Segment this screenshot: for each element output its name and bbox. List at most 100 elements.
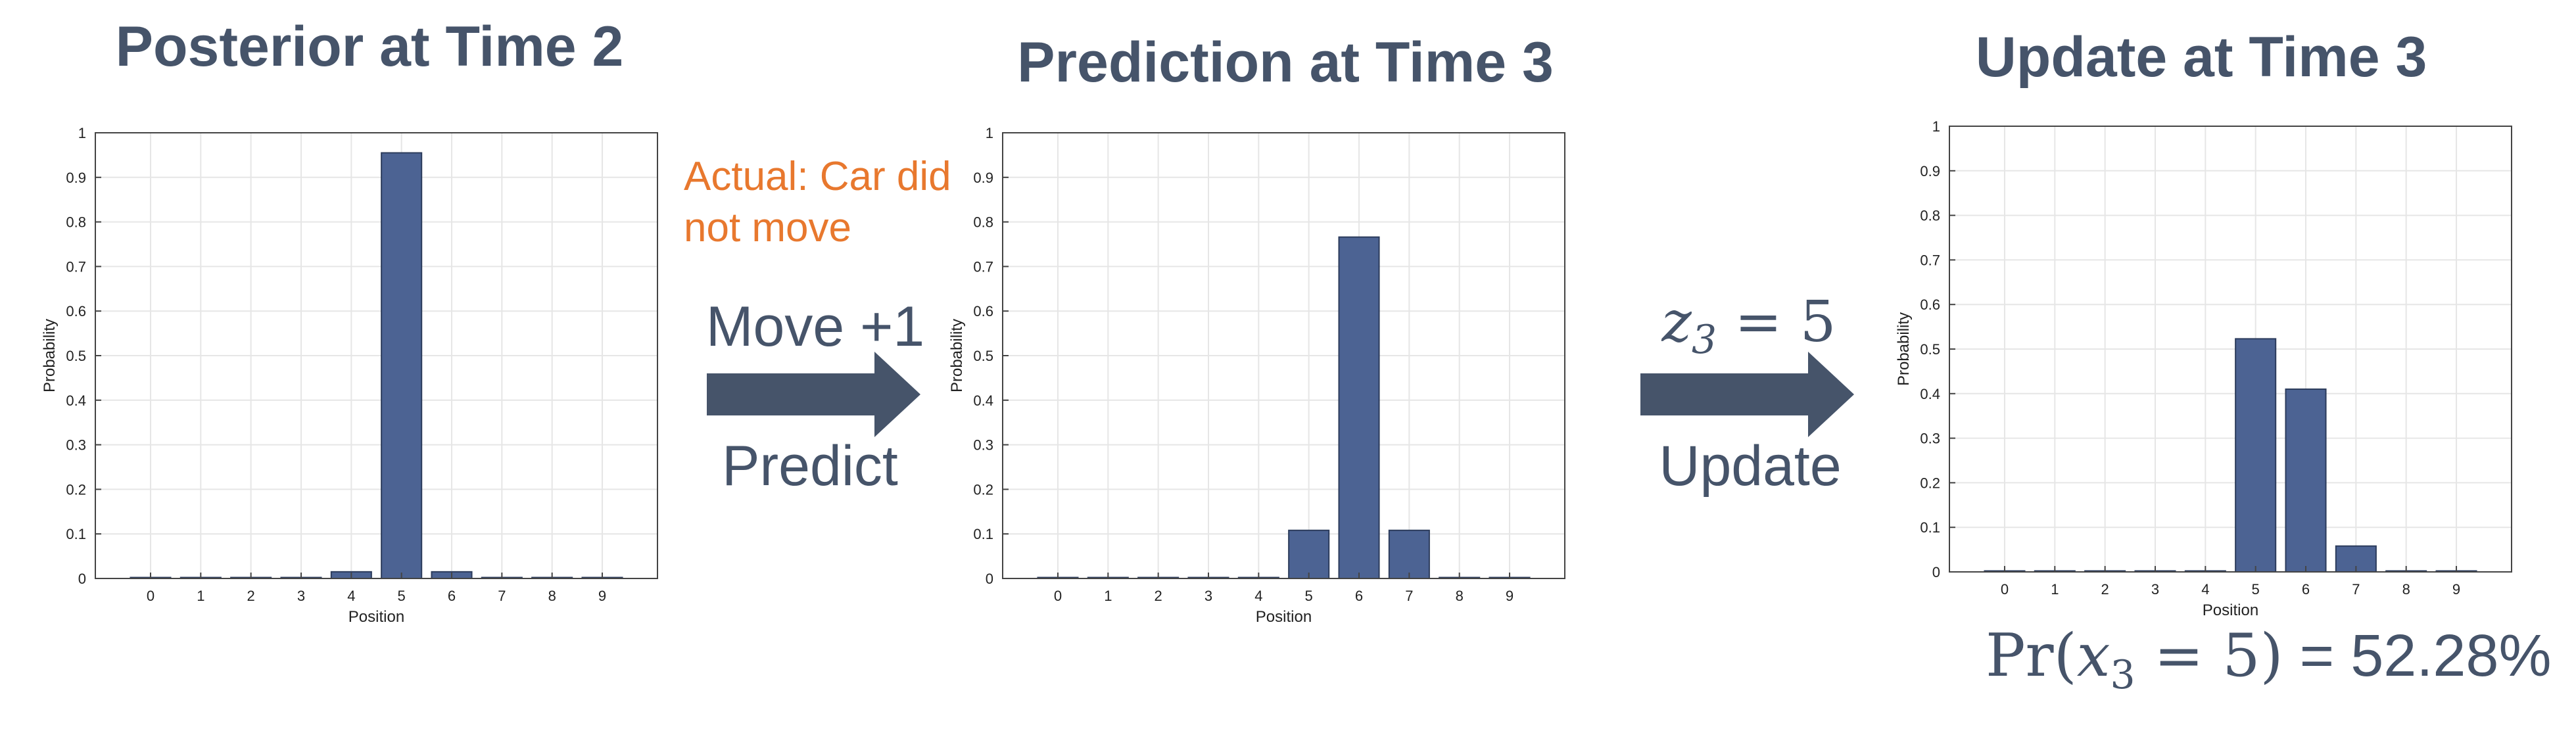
- x-axis-label: Position: [2203, 601, 2258, 619]
- y-tick-label: 0.8: [1920, 208, 1940, 224]
- measurement-value: = 5: [1717, 289, 1836, 355]
- y-tick-label: 0.1: [1920, 519, 1940, 536]
- y-tick-label: 0: [1932, 564, 1940, 580]
- y-tick-label: 0.2: [1920, 475, 1940, 491]
- result-subscript: 3: [2110, 652, 2135, 698]
- actual-note: Actual: Car did not move: [684, 154, 951, 250]
- x-tick-label: 3: [2151, 581, 2159, 598]
- y-tick-label: 0.4: [66, 392, 86, 409]
- x-tick-label: 6: [1355, 588, 1363, 604]
- x-tick-label: 4: [347, 588, 355, 604]
- x-tick-label: 1: [197, 588, 204, 604]
- y-tick-label: 0.2: [66, 481, 86, 498]
- x-tick-label: 7: [1405, 588, 1413, 604]
- bar: [2235, 338, 2277, 573]
- x-tick-label: 7: [498, 588, 506, 604]
- x-tick-label: 1: [2051, 581, 2059, 598]
- result-value: = 52.28%: [2283, 623, 2552, 689]
- x-tick-label: 2: [247, 588, 255, 604]
- y-tick-label: 0.8: [973, 214, 993, 231]
- chart-prediction-time3: 0 0.1 0.2 0.3 0.4 0.5 0.6 0.7 0.8 0.9 1 0 1 2 3 4 5 6 7 8 9 P…: [948, 125, 1565, 626]
- y-tick-label: 0.3: [1920, 431, 1940, 447]
- x-axis-label: Position: [348, 608, 404, 626]
- x-tick-label: 5: [398, 588, 406, 604]
- y-tick-label: 0.7: [66, 258, 86, 275]
- y-axis-label: Probability: [41, 319, 59, 392]
- result-formula: Pr(x3 = 5) = 52.28%: [1986, 621, 2551, 698]
- x-tick-label: 9: [2452, 581, 2460, 598]
- x-tick-label: 0: [147, 588, 155, 604]
- x-axis-label: Position: [1256, 608, 1312, 626]
- x-tick-label: 7: [2352, 581, 2360, 598]
- y-tick-label: 0.1: [66, 526, 86, 542]
- x-tick-label: 8: [1456, 588, 1464, 604]
- measurement-variable: z: [1661, 289, 1692, 355]
- x-tick-label: 0: [1054, 588, 1062, 604]
- bar: [2285, 388, 2327, 573]
- y-tick-label: 0.4: [973, 392, 993, 409]
- y-tick-label: 0.6: [66, 303, 86, 319]
- x-tick-label: 4: [1254, 588, 1262, 604]
- x-tick-label: 6: [2302, 581, 2310, 598]
- measurement-label: z3 = 5: [1662, 289, 1836, 363]
- axes-frame: [1949, 126, 2512, 573]
- bar: [1338, 236, 1380, 580]
- axes-frame: [1002, 132, 1565, 579]
- x-tick-label: 2: [1155, 588, 1162, 604]
- y-tick-label: 0.9: [973, 170, 993, 186]
- predict-label: Predict: [722, 435, 898, 498]
- bar: [381, 152, 423, 579]
- measurement-subscript: 3: [1691, 317, 1717, 364]
- y-tick-label: 0.3: [66, 437, 86, 454]
- x-tick-label: 6: [448, 588, 456, 604]
- x-tick-label: 8: [2402, 581, 2410, 598]
- y-axis-label: Probability: [948, 319, 966, 392]
- update-arrow-shape: [1640, 352, 1854, 437]
- x-tick-label: 3: [1205, 588, 1212, 604]
- y-tick-label: 0.7: [973, 258, 993, 275]
- x-tick-label: 5: [2252, 581, 2260, 598]
- y-tick-label: 0.8: [66, 214, 86, 231]
- bar: [1288, 529, 1330, 579]
- x-tick-label: 3: [297, 588, 305, 604]
- update-arrow: [1640, 352, 1854, 437]
- x-tick-label: 9: [1506, 588, 1514, 604]
- y-axis-label: Probability: [1895, 312, 1913, 386]
- y-tick-label: 1: [986, 125, 993, 141]
- chart-update-time3: 0 0.1 0.2 0.3 0.4 0.5 0.6 0.7 0.8 0.9 1 0 1 2 3 4 5 6 7 8 9 P…: [1895, 118, 2512, 619]
- predict-arrow: [707, 352, 920, 437]
- y-tick-label: 0.3: [973, 437, 993, 454]
- panel-title-posterior: Posterior at Time 2: [115, 15, 624, 78]
- x-tick-label: 5: [1305, 588, 1313, 604]
- y-tick-label: 0.7: [1920, 252, 1940, 268]
- chart-posterior-time2: 0 0.1 0.2 0.3 0.4 0.5 0.6 0.7 0.8 0.9 1 0 1 2 3 4 5 6 7 8 9 P…: [41, 125, 658, 626]
- x-tick-label: 4: [2201, 581, 2209, 598]
- move-label: Move +1: [705, 295, 925, 358]
- x-tick-label: 0: [2001, 581, 2009, 598]
- x-tick-label: 9: [598, 588, 606, 604]
- x-tick-label: 8: [548, 588, 556, 604]
- panel-title-update: Update at Time 3: [1975, 26, 2427, 89]
- y-tick-label: 1: [1932, 118, 1940, 135]
- bar: [1388, 529, 1430, 579]
- y-tick-label: 0: [986, 571, 993, 587]
- y-tick-label: 0.9: [66, 170, 86, 186]
- y-tick-label: 0.4: [1920, 386, 1940, 402]
- y-tick-label: 1: [78, 125, 86, 141]
- x-tick-label: 1: [1104, 588, 1112, 604]
- y-tick-label: 0.1: [973, 526, 993, 542]
- y-tick-label: 0: [78, 571, 86, 587]
- predict-arrow-shape: [707, 352, 920, 437]
- x-tick-label: 2: [2101, 581, 2109, 598]
- y-tick-label: 0.5: [1920, 341, 1940, 358]
- axes-frame: [95, 132, 658, 579]
- result-equals: = 5): [2135, 621, 2283, 690]
- result-pr: Pr(: [1986, 621, 2077, 690]
- y-tick-label: 0.2: [973, 481, 993, 498]
- y-tick-label: 0.5: [66, 348, 86, 364]
- y-tick-label: 0.5: [973, 348, 993, 364]
- update-label: Update: [1659, 435, 1842, 498]
- panel-title-prediction: Prediction at Time 3: [1017, 31, 1554, 94]
- y-tick-label: 0.6: [1920, 296, 1940, 313]
- y-tick-label: 0.9: [1920, 163, 1940, 179]
